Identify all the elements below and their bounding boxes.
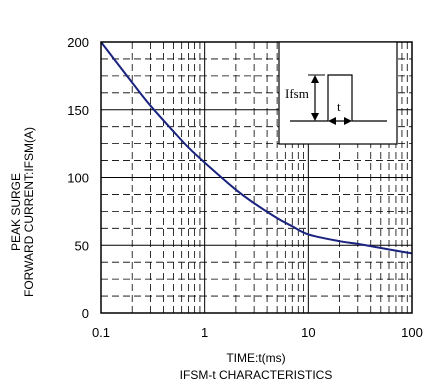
y-axis-label-line-2: FORWARD CURRENT:IFSM(A) <box>22 127 36 297</box>
x-tick-label: 0.1 <box>92 325 110 340</box>
y-tick-label: 0 <box>82 306 89 321</box>
y-tick-labels: 0 50 100 150 200 <box>67 35 89 321</box>
ifsm-curve <box>100 41 413 255</box>
series-layer <box>100 41 413 255</box>
inset-time-arrow-right <box>344 117 352 125</box>
y-tick-label: 50 <box>75 238 89 253</box>
inset-current-arrow-up <box>311 75 319 83</box>
plot-frame <box>100 41 413 314</box>
pulse-inset: Ifsm t <box>278 41 398 145</box>
y-axis-label: PEAK SURGE FORWARD CURRENT:IFSM(A) <box>9 127 36 297</box>
x-axis-label: TIME:t(ms) <box>226 351 285 365</box>
y-tick-label: 100 <box>67 171 89 186</box>
inset-time-label: t <box>337 99 341 114</box>
inset-current-label: Ifsm <box>285 86 309 101</box>
x-tick-label: 100 <box>401 325 423 340</box>
y-axis-label-line-1: PEAK SURGE <box>9 173 23 251</box>
y-tick-label: 200 <box>67 35 89 50</box>
inset-label-bg <box>283 86 312 102</box>
inset-current-arrow-down <box>311 113 319 121</box>
inset-time-arrow-left <box>328 117 336 125</box>
x-tick-label: 10 <box>301 325 315 340</box>
x-tick-labels: 0.1 1 10 100 <box>92 325 423 340</box>
x-tick-label: 1 <box>201 325 208 340</box>
chart-title: IFSM-t CHARACTERISTICS <box>180 368 333 382</box>
inset-pulse-waveform <box>290 74 387 122</box>
y-tick-label: 150 <box>67 103 89 118</box>
